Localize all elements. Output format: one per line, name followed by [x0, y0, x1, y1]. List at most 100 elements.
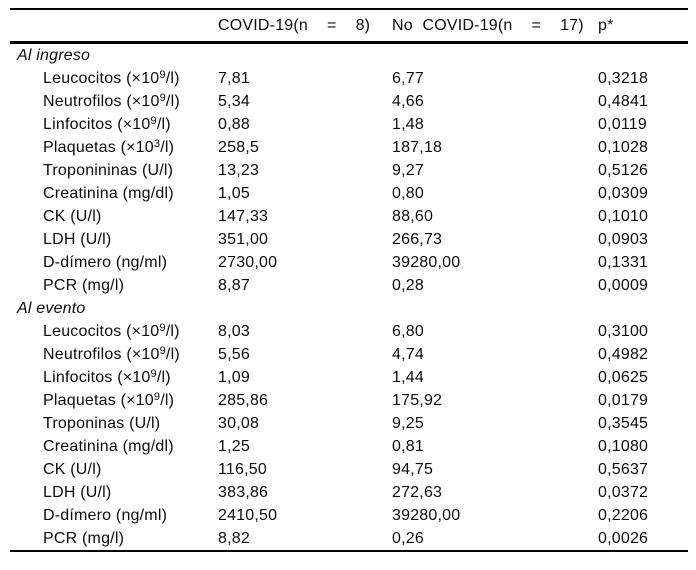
row-label-text: Troponinas (U/l): [43, 414, 161, 432]
row-label-unit: /l): [156, 115, 171, 133]
covid19-value: 258,5: [218, 138, 260, 156]
p-value: 0,0309: [598, 184, 649, 202]
no-covid19-value: 39280,00: [392, 253, 461, 271]
p-value: 0,1080: [598, 437, 649, 455]
p-value: 0,4841: [598, 92, 649, 110]
p-value: 0,4982: [598, 345, 649, 363]
row-label-text: Creatinina (mg/dl): [43, 184, 174, 202]
no-covid19-value: 0,26: [392, 529, 424, 547]
covid19-value: 2730,00: [218, 253, 278, 271]
row-label: Creatinina (mg/dl): [10, 182, 218, 205]
table-row: D-dímero (ng/ml) 2730,00 39280,00 0,1331: [10, 251, 688, 274]
row-label-superscript: 9: [159, 68, 166, 81]
header-covid19-equals: =: [327, 16, 337, 34]
covid19-value: 285,86: [218, 391, 269, 409]
table-row: Plaquetas (×103/l) 258,5 187,18 0,1028: [10, 136, 688, 159]
row-label-superscript: 9: [150, 367, 157, 380]
table-row: CK (U/l) 116,50 94,75 0,5637: [10, 458, 688, 481]
section-row: Al ingreso: [10, 43, 688, 68]
no-covid19-value: 9,25: [392, 414, 424, 432]
row-label-superscript: 3: [153, 137, 161, 150]
row-label: Leucocitos (×109/l): [10, 67, 218, 90]
row-label-superscript: 9: [153, 390, 161, 403]
header-empty-cell: [10, 9, 218, 44]
p-value: 0,3100: [598, 322, 649, 340]
covid19-value: 13,23: [218, 161, 260, 179]
row-label-text: D-dímero (ng/ml): [43, 506, 168, 524]
no-covid19-value: 0,80: [392, 184, 424, 202]
covid19-value: 1,25: [218, 437, 250, 455]
row-label-unit: /l): [165, 92, 180, 110]
covid19-value: 8,87: [218, 276, 250, 294]
row-label-text: PCR (mg/l): [43, 529, 125, 547]
row-label-text: CK (U/l): [43, 207, 102, 225]
p-value: 0,0625: [598, 368, 649, 386]
row-label-text: Leucocitos (×10: [43, 322, 160, 340]
row-label: Linfocitos (×109/l): [10, 366, 218, 389]
no-covid19-value: 266,73: [392, 230, 443, 248]
header-p-value: p*: [598, 9, 688, 44]
row-label: Troponinas (U/l): [10, 412, 218, 435]
header-covid19-n: 8): [355, 16, 371, 34]
row-label-unit: /l): [160, 138, 175, 156]
p-value: 0,0903: [598, 230, 649, 248]
no-covid19-value: 175,92: [392, 391, 443, 409]
table-row: Neutrofilos (×109/l) 5,56 4,74 0,4982: [10, 343, 688, 366]
row-label-unit: /l): [165, 322, 180, 340]
row-label-text: LDH (U/l): [43, 483, 112, 501]
row-label-text: Neutrofilos (×10: [43, 345, 160, 363]
row-label-unit: /l): [165, 69, 180, 87]
table-row: Troponinas (U/l) 30,08 9,25 0,3545: [10, 412, 688, 435]
covid19-value: 5,56: [218, 345, 250, 363]
row-label: D-dímero (ng/ml): [10, 251, 218, 274]
covid19-value: 30,08: [218, 414, 260, 432]
no-covid19-value: 39280,00: [392, 506, 461, 524]
no-covid19-value: 0,28: [392, 276, 424, 294]
covid19-value: 8,03: [218, 322, 250, 340]
row-label: Leucocitos (×109/l): [10, 320, 218, 343]
row-label-text: Plaquetas (×10: [43, 138, 154, 156]
section-title: Al ingreso: [17, 46, 91, 64]
table-row: Leucocitos (×109/l) 8,03 6,80 0,3100: [10, 320, 688, 343]
section-title: Al evento: [17, 299, 86, 317]
row-label: LDH (U/l): [10, 481, 218, 504]
p-value: 0,3545: [598, 414, 649, 432]
covid19-value: 147,33: [218, 207, 269, 225]
section-row: Al evento: [10, 297, 688, 320]
header-row: COVID-19(n = 8) No COVID-19(n = 17) p*: [10, 9, 688, 44]
row-label-text: Creatinina (mg/dl): [43, 437, 174, 455]
p-value: 0,0009: [598, 276, 649, 294]
row-label-superscript: 9: [159, 344, 166, 357]
row-label-unit: /l): [165, 345, 180, 363]
header-no-covid19-equals: =: [531, 16, 542, 34]
p-value: 0,0119: [598, 115, 647, 133]
covid19-value: 2410,50: [218, 506, 278, 524]
table-row: Creatinina (mg/dl) 1,05 0,80 0,0309: [10, 182, 688, 205]
row-label-text: PCR (mg/l): [43, 276, 125, 294]
header-covid19: COVID-19(n = 8): [218, 9, 392, 44]
no-covid19-value: 6,80: [392, 322, 424, 340]
covid19-value: 8,82: [218, 529, 250, 547]
header-no-covid19-n: 17): [560, 16, 584, 34]
table-row: Troponininas (U/l) 13,23 9,27 0,5126: [10, 159, 688, 182]
p-value: 0,0179: [598, 391, 649, 409]
table-row: Creatinina (mg/dl) 1,25 0,81 0,1080: [10, 435, 688, 458]
no-covid19-value: 4,66: [392, 92, 424, 110]
table-row: D-dímero (ng/ml) 2410,50 39280,00 0,2206: [10, 504, 688, 527]
covid19-value: 351,00: [218, 230, 269, 248]
row-label-unit: /l): [156, 368, 171, 386]
row-label: Plaquetas (×103/l): [10, 136, 218, 159]
no-covid19-value: 1,48: [392, 115, 424, 133]
row-label-text: CK (U/l): [43, 460, 102, 478]
no-covid19-value: 187,18: [392, 138, 443, 156]
covid19-value: 1,09: [218, 368, 250, 386]
p-value: 0,0372: [598, 483, 649, 501]
no-covid19-value: 4,74: [392, 345, 424, 363]
table-row: PCR (mg/l) 8,82 0,26 0,0026: [10, 527, 688, 551]
p-value: 0,1331: [598, 253, 649, 271]
covid19-value: 383,86: [218, 483, 269, 501]
no-covid19-value: 1,44: [392, 368, 424, 386]
row-label-text: Linfocitos (×10: [43, 368, 151, 386]
row-label: CK (U/l): [10, 205, 218, 228]
no-covid19-value: 9,27: [392, 161, 424, 179]
